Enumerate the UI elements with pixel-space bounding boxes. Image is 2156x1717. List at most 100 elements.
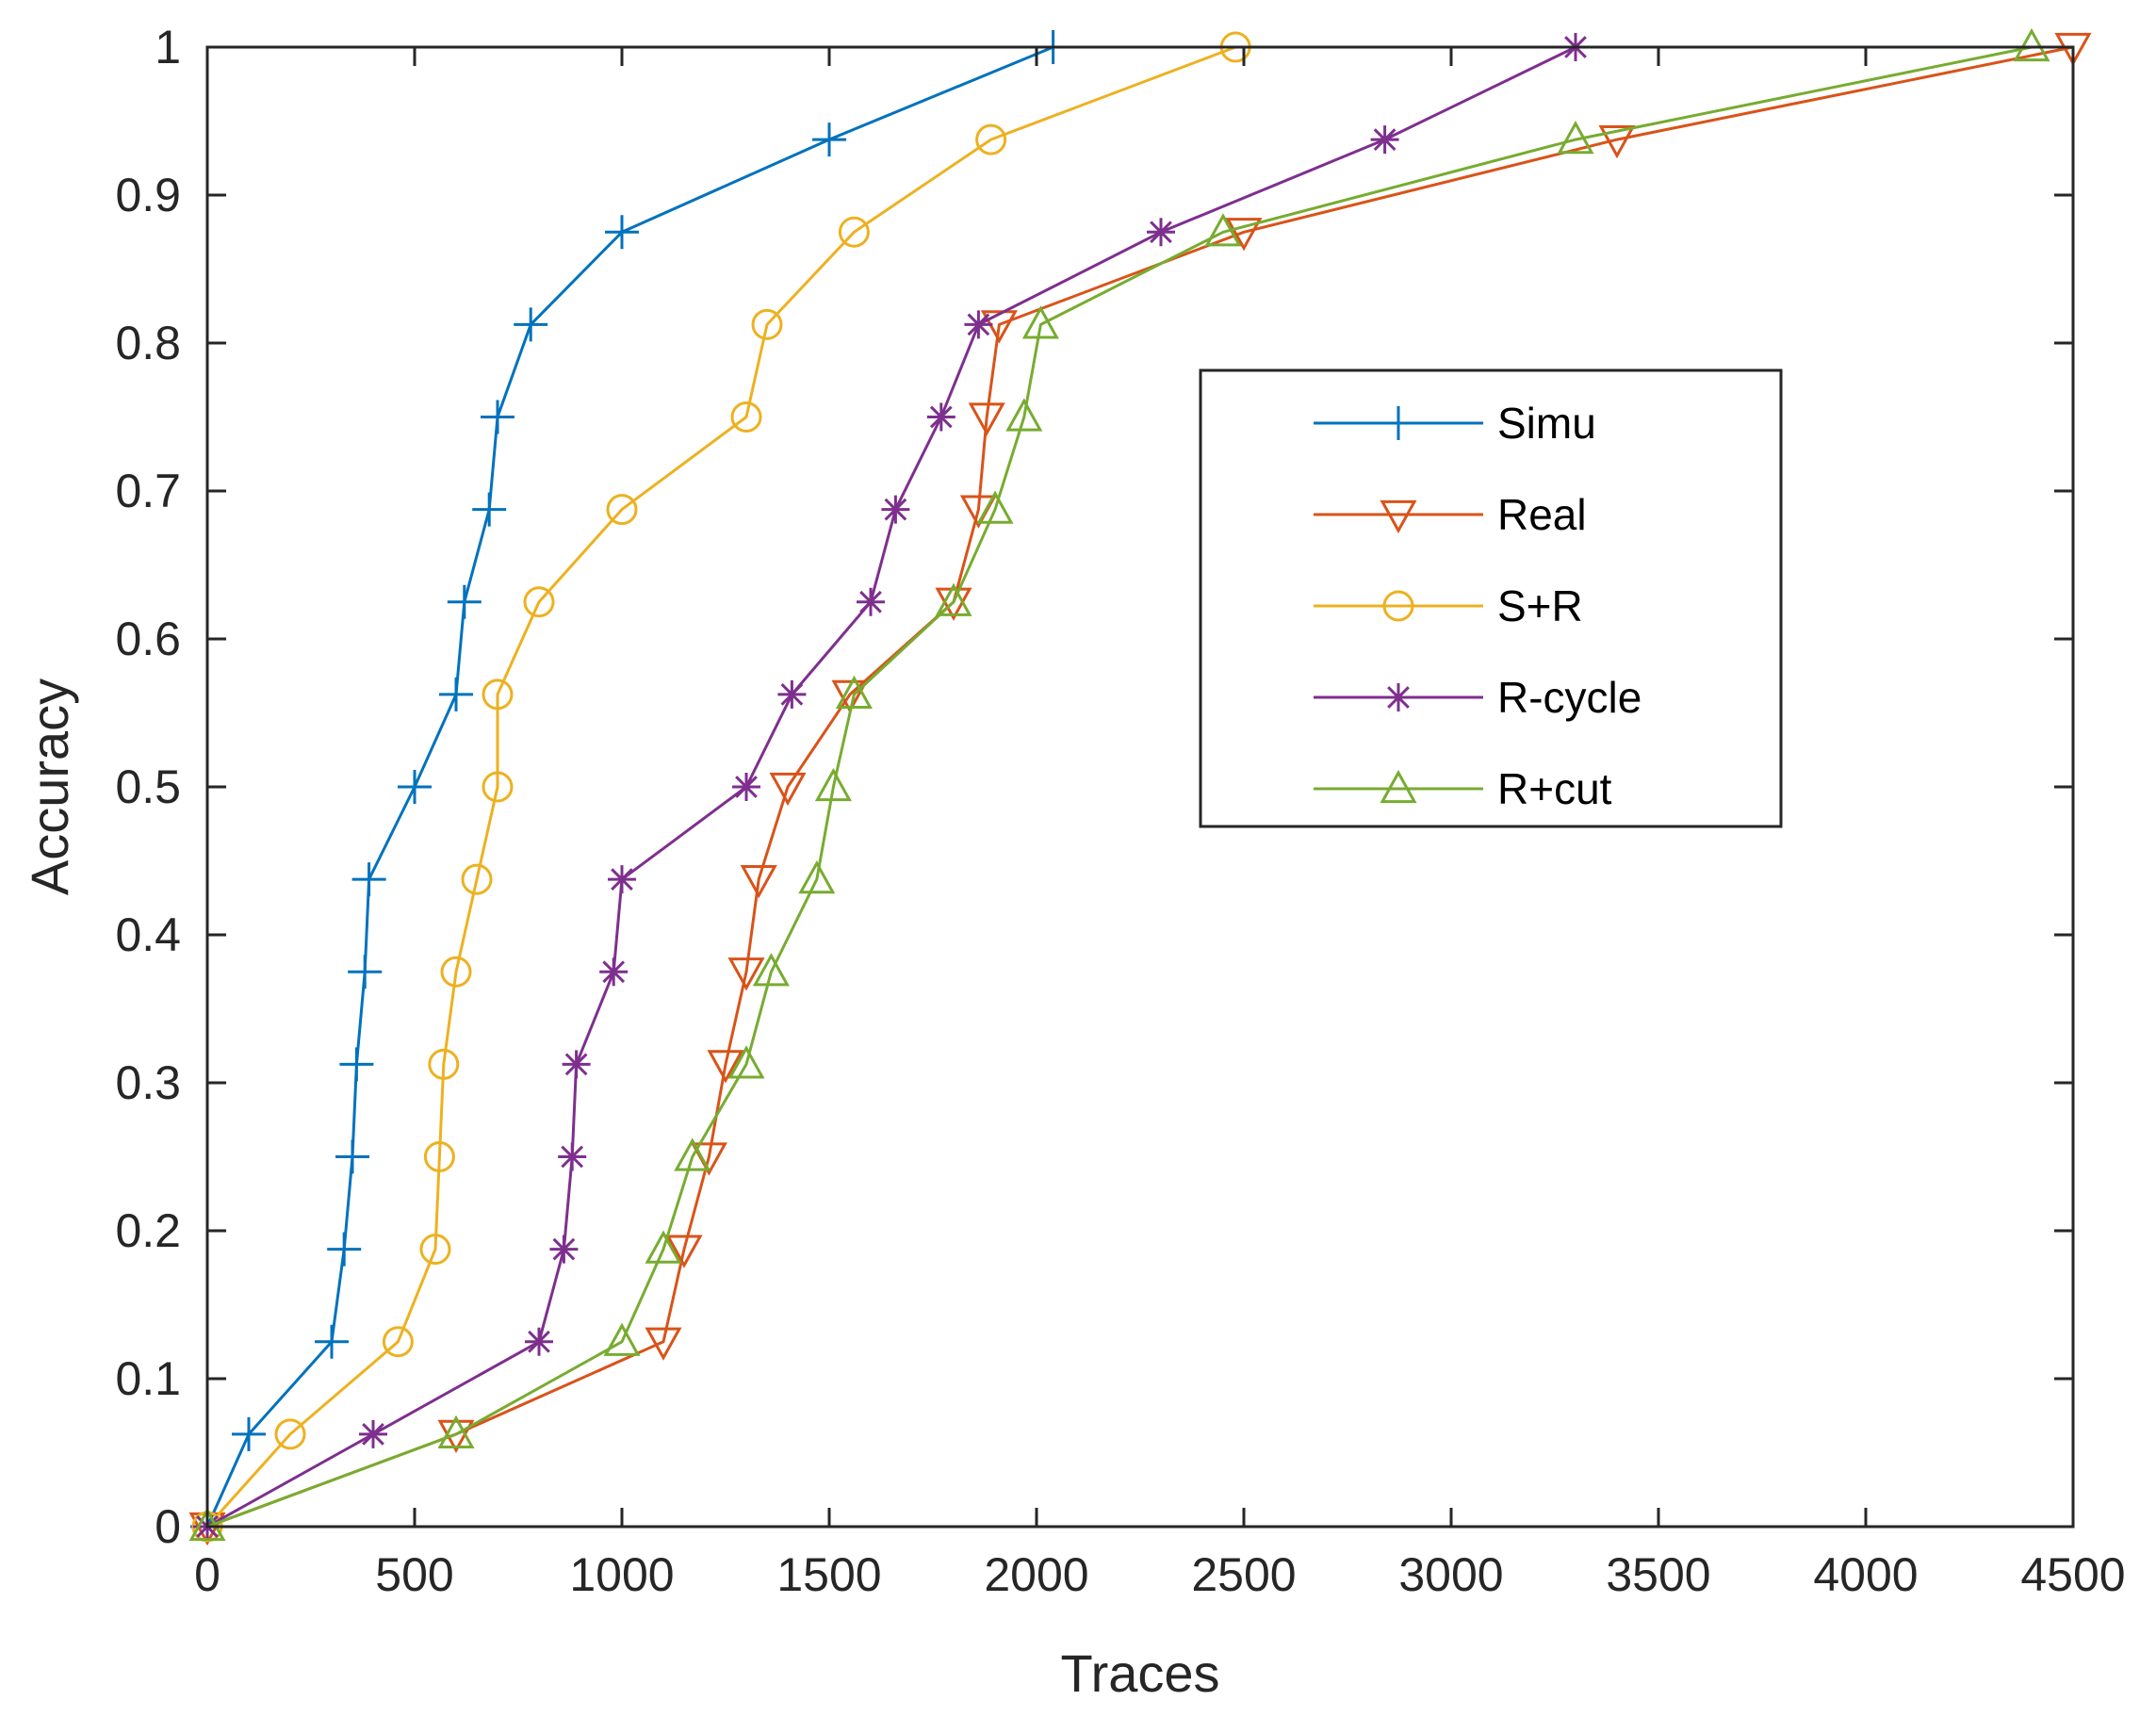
data-point-r-cut bbox=[603, 1322, 641, 1356]
x-tick-label: 1000 bbox=[569, 1548, 674, 1601]
data-point-r-cut bbox=[1005, 398, 1043, 432]
legend-label-r-cut: R+cut bbox=[1497, 764, 1612, 813]
data-point-s-r bbox=[730, 401, 762, 433]
data-point-r-cycle bbox=[608, 865, 636, 894]
x-axis-title: Traces bbox=[1060, 1643, 1219, 1703]
data-point-simu bbox=[514, 307, 548, 342]
data-point-simu bbox=[605, 215, 639, 250]
data-point-real bbox=[665, 1235, 703, 1268]
data-point-real bbox=[980, 310, 1018, 344]
data-point-s-r bbox=[461, 863, 493, 895]
legend-marker-simu bbox=[1381, 406, 1415, 440]
data-point-simu bbox=[447, 584, 482, 619]
data-point-r-cycle bbox=[359, 1419, 387, 1448]
data-point-r-cut bbox=[1021, 305, 1059, 339]
series-group bbox=[188, 27, 2092, 1546]
data-point-real bbox=[831, 679, 869, 713]
legend-marker-s-r bbox=[1382, 590, 1414, 622]
x-tick-label: 2500 bbox=[1191, 1548, 1296, 1601]
data-point-r-cycle bbox=[1147, 218, 1175, 247]
data-point-r-cycle bbox=[549, 1235, 579, 1264]
data-point-simu bbox=[398, 770, 432, 804]
data-point-simu bbox=[348, 955, 383, 989]
legend-marker-r-cycle bbox=[1384, 683, 1413, 711]
data-point-real bbox=[740, 865, 777, 899]
data-point-s-r bbox=[751, 308, 783, 340]
legend-label-r-cycle: R-cycle bbox=[1497, 673, 1642, 722]
data-point-s-r bbox=[419, 1234, 451, 1266]
data-point-r-cut bbox=[727, 1045, 765, 1079]
data-point-r-cut bbox=[1557, 121, 1594, 155]
legend-entry-simu: Simu bbox=[1314, 399, 1596, 448]
data-point-simu bbox=[335, 1139, 369, 1174]
data-point-real bbox=[968, 402, 1005, 436]
plot-area bbox=[207, 47, 2073, 1527]
legend-box bbox=[1199, 368, 1783, 828]
data-point-r-cycle bbox=[777, 679, 807, 709]
data-point-simu bbox=[315, 1324, 349, 1359]
data-point-r-cut bbox=[2013, 27, 2050, 62]
data-point-real bbox=[2054, 32, 2092, 67]
data-point-s-r bbox=[523, 586, 555, 618]
data-point-s-r bbox=[838, 216, 870, 248]
data-point-r-cycle bbox=[881, 495, 910, 524]
x-tick-label: 3500 bbox=[1606, 1548, 1710, 1601]
data-point-r-cut bbox=[437, 1414, 475, 1448]
data-point-r-cut bbox=[814, 767, 852, 802]
data-point-r-cycle bbox=[857, 587, 885, 616]
legend-label-simu: Simu bbox=[1497, 399, 1596, 448]
y-tick-label: 0.4 bbox=[115, 908, 181, 961]
data-point-real bbox=[769, 772, 807, 807]
legend-entry-r-cut: R+cut bbox=[1314, 764, 1612, 813]
legend-marker-real bbox=[1380, 499, 1417, 534]
legend: Simu Real S+R R-cycle R+cut bbox=[1199, 368, 1783, 828]
data-point-s-r bbox=[428, 1048, 460, 1080]
data-point-real bbox=[935, 587, 972, 621]
y-axis-title: Accuracy bbox=[20, 679, 79, 895]
data-point-simu bbox=[481, 400, 514, 434]
y-tick-label: 0.9 bbox=[115, 169, 181, 221]
data-point-r-cut bbox=[645, 1230, 682, 1264]
y-tick-label: 0.8 bbox=[115, 317, 181, 369]
series-r-cut bbox=[188, 27, 2050, 1542]
data-point-simu bbox=[472, 492, 507, 527]
data-point-r-cut bbox=[798, 860, 836, 894]
x-tick-label: 3000 bbox=[1398, 1548, 1503, 1601]
data-point-r-cut bbox=[976, 490, 1014, 524]
x-tick-label: 1500 bbox=[776, 1548, 881, 1601]
data-point-r-cycle bbox=[1370, 125, 1399, 155]
legend-entry-r-cycle: R-cycle bbox=[1314, 673, 1642, 722]
legend-label-real: Real bbox=[1497, 490, 1587, 539]
y-tick-label: 0.5 bbox=[115, 760, 181, 813]
series-s-r bbox=[191, 31, 1251, 1543]
data-point-s-r bbox=[482, 771, 514, 803]
data-point-real bbox=[727, 957, 765, 991]
data-point-r-cut bbox=[752, 953, 790, 987]
y-axis-ticks: 0 0.1 0.2 0.3 0.4 0.5 0.6 0.7 0.8 0.9 1 bbox=[115, 21, 2073, 1553]
data-point-r-cut bbox=[1204, 213, 1242, 247]
data-point-simu bbox=[339, 1047, 374, 1082]
x-tick-label: 2000 bbox=[984, 1548, 1088, 1601]
data-point-r-cycle bbox=[562, 1050, 591, 1079]
legend-entry-real: Real bbox=[1314, 490, 1587, 539]
data-point-simu bbox=[232, 1416, 266, 1451]
data-point-simu bbox=[439, 677, 473, 711]
legend-label-s-r: S+R bbox=[1497, 581, 1583, 630]
data-point-r-cut bbox=[935, 582, 972, 616]
data-point-r-cut bbox=[835, 675, 873, 709]
data-point-s-r bbox=[482, 679, 514, 711]
data-point-s-r bbox=[975, 123, 1007, 155]
data-point-r-cycle bbox=[732, 773, 760, 801]
data-point-simu bbox=[351, 862, 386, 897]
data-point-r-cycle bbox=[599, 957, 629, 987]
x-axis-ticks: 0 500 1000 1500 2000 2500 3000 3500 4000 4500 bbox=[194, 47, 2126, 1601]
data-point-r-cycle bbox=[926, 402, 956, 432]
data-point-s-r bbox=[440, 956, 472, 988]
data-point-s-r bbox=[382, 1326, 414, 1358]
data-point-simu bbox=[327, 1232, 362, 1267]
series-line-r-cut bbox=[206, 45, 2033, 1529]
data-point-s-r bbox=[274, 1418, 306, 1450]
y-tick-label: 0.7 bbox=[115, 465, 181, 517]
data-point-r-cut bbox=[188, 1507, 226, 1542]
